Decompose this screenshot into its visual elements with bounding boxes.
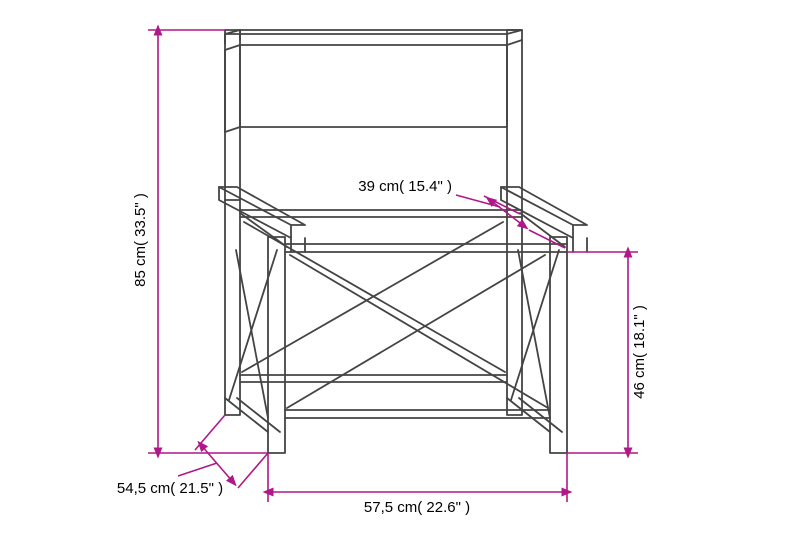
label-seat-height: 46 cm( 18.1" ) <box>631 305 648 399</box>
chair-dimension-diagram: 85 cm( 33.5" ) 54,5 cm( 21.5" ) 57,5 cm(… <box>0 0 800 533</box>
label-height-total: 85 cm( 33.5" ) <box>132 193 149 287</box>
dimension-labels: 85 cm( 33.5" ) 54,5 cm( 21.5" ) 57,5 cm(… <box>117 178 648 516</box>
dim-height-total <box>148 30 268 453</box>
label-width: 57,5 cm( 22.6" ) <box>364 499 470 516</box>
dim-depth <box>178 415 268 488</box>
dim-seat-height <box>567 252 638 453</box>
dim-width <box>268 453 567 502</box>
label-depth: 54,5 cm( 21.5" ) <box>117 480 223 497</box>
chair-outline <box>219 30 587 453</box>
dimension-lines <box>148 30 638 502</box>
label-seat-depth: 39 cm( 15.4" ) <box>358 178 452 195</box>
